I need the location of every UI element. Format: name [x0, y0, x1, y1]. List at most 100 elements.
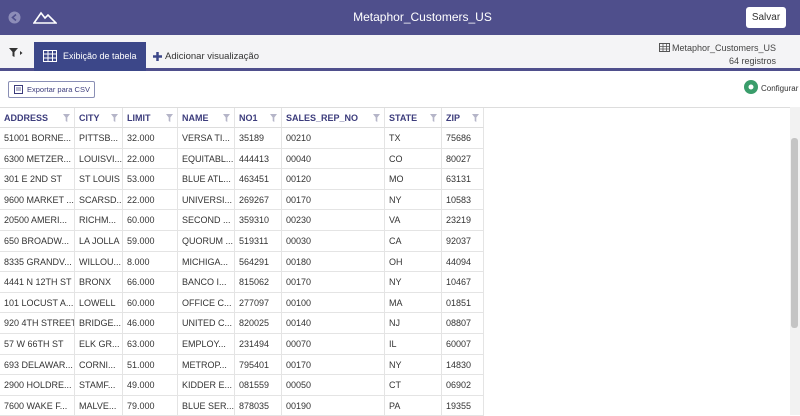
table-cell: 00170 — [282, 354, 385, 376]
table-cell: 00180 — [282, 251, 385, 273]
back-icon[interactable] — [8, 11, 21, 24]
filter-icon[interactable] — [63, 114, 70, 122]
column-header[interactable]: CITY — [75, 108, 123, 128]
table-cell-text: BRIDGE... — [79, 318, 122, 329]
column-header[interactable]: SALES_REP_NO — [282, 108, 385, 128]
table-cell: 231494 — [235, 334, 282, 355]
filter-icon[interactable] — [223, 114, 230, 122]
filter-icon[interactable] — [9, 48, 23, 58]
table-cell: 693 DELAWAR... — [0, 354, 75, 376]
column-header[interactable]: STATE — [385, 108, 442, 128]
table-cell: METROP... — [178, 354, 235, 376]
table-cell-text: NJ — [389, 318, 400, 329]
column-header[interactable]: LIMIT — [123, 108, 178, 128]
column-header-text: CITY — [79, 113, 100, 123]
table-cell-text: 20500 AMERI... — [4, 215, 68, 226]
table-cell: PITTSB... — [75, 128, 123, 149]
filter-icon[interactable] — [430, 114, 437, 122]
table-cell-text: MICHIGA... — [182, 256, 229, 267]
table-cell-text: BRONX — [79, 277, 112, 288]
table-cell-text: CO — [389, 153, 403, 164]
table-cell-text: VA — [389, 215, 401, 226]
table-cell-text: 80027 — [446, 153, 472, 164]
table-cell: 2900 HOLDRE... — [0, 375, 75, 396]
column-header[interactable]: NAME — [178, 108, 235, 128]
table-cell-text: UNIVERSI... — [182, 194, 233, 205]
table-cell: UNITED C... — [178, 313, 235, 334]
table-cell-text: CORNI... — [79, 359, 116, 370]
table-cell: 23219 — [442, 210, 484, 231]
table-cell-text: ST LOUIS — [79, 174, 120, 185]
table-cell: 650 BROADW... — [0, 231, 75, 252]
table-cell: 22.000 — [123, 148, 178, 170]
table-cell: LA JOLLA — [75, 231, 123, 252]
table-cell: 444413 — [235, 148, 282, 170]
table-cell-text: 59.000 — [127, 236, 155, 246]
table-cell: 80027 — [442, 148, 484, 170]
table-cell-text: EMPLOY... — [182, 339, 226, 349]
table-cell-text: 301 E 2ND ST — [4, 174, 63, 185]
table-cell: 10583 — [442, 189, 484, 211]
filter-icon[interactable] — [270, 114, 277, 122]
table-cell-text: 00190 — [286, 400, 312, 411]
table-cell: NY — [385, 189, 442, 211]
table-tab[interactable]: Exibição de tabela — [34, 42, 146, 71]
table-cell: 301 E 2ND ST — [0, 169, 75, 190]
table-cell: 8335 GRANDV... — [0, 251, 75, 273]
save-button[interactable]: Salvar — [746, 7, 786, 28]
table-cell: NY — [385, 272, 442, 293]
column-header[interactable]: ZIP — [442, 108, 484, 128]
table-cell: 44094 — [442, 251, 484, 273]
table-cell-text: 79.000 — [127, 400, 155, 411]
table-cell-text: TX — [389, 133, 401, 143]
table-cell: NJ — [385, 313, 442, 334]
table-cell: 101 LOCUST A... — [0, 292, 75, 314]
filter-icon[interactable] — [111, 114, 118, 122]
column-header-text: SALES_REP_NO — [286, 113, 359, 123]
table-cell: 00120 — [282, 169, 385, 190]
table-cell-text: 63.000 — [127, 339, 155, 349]
table-cell-text: 693 DELAWAR... — [4, 359, 73, 370]
scroll-thumb[interactable] — [791, 138, 798, 328]
column-header-text: NO1 — [239, 113, 258, 123]
table-cell-text: 269267 — [239, 194, 270, 205]
table-cell: 63.000 — [123, 334, 178, 355]
table-cell: 00040 — [282, 148, 385, 170]
table-cell: 01851 — [442, 292, 484, 314]
table-cell: 19355 — [442, 395, 484, 416]
table-cell-text: 00140 — [286, 318, 312, 329]
table-cell: 269267 — [235, 189, 282, 211]
table-cell: 519311 — [235, 231, 282, 252]
table-cell-text: 101 LOCUST A... — [4, 297, 74, 308]
add-view[interactable]: Adicionar visualização — [153, 42, 259, 71]
logo[interactable] — [33, 10, 57, 24]
table-cell-text: METROP... — [182, 359, 227, 370]
table-cell-text: 564291 — [239, 256, 270, 267]
table-cell-text: 63131 — [446, 174, 472, 185]
filter-icon[interactable] — [472, 114, 479, 122]
table-cell-text: 35189 — [239, 133, 265, 143]
table-cell: 46.000 — [123, 313, 178, 334]
filter-icon[interactable] — [166, 114, 173, 122]
table-cell-text: 66.000 — [127, 277, 155, 288]
table-cell-text: 51001 BORNE... — [4, 133, 72, 143]
table-cell: KIDDER E... — [178, 375, 235, 396]
column-header-text: NAME — [182, 113, 209, 123]
column-header[interactable]: ADDRESS — [0, 108, 75, 128]
table-cell: 463451 — [235, 169, 282, 190]
table-cell-text: PA — [389, 400, 401, 411]
table-cell-text: 22.000 — [127, 194, 155, 205]
table-cell: 00070 — [282, 334, 385, 355]
filter-icon[interactable] — [373, 114, 380, 122]
table-cell: BLUE ATL... — [178, 169, 235, 190]
table-cell: 081559 — [235, 375, 282, 396]
configure-button[interactable]: Configurar — [744, 80, 798, 98]
table-cell: SECOND ... — [178, 210, 235, 231]
export-button[interactable]: Exportar para CSV — [8, 81, 95, 98]
column-header[interactable]: NO1 — [235, 108, 282, 128]
table-cell-text: 815062 — [239, 277, 270, 288]
table-cell-text: 277097 — [239, 297, 270, 308]
table-cell-text: PITTSB... — [79, 133, 119, 143]
table-cell: CORNI... — [75, 354, 123, 376]
tab-label: Exibição de tabela — [63, 51, 137, 61]
